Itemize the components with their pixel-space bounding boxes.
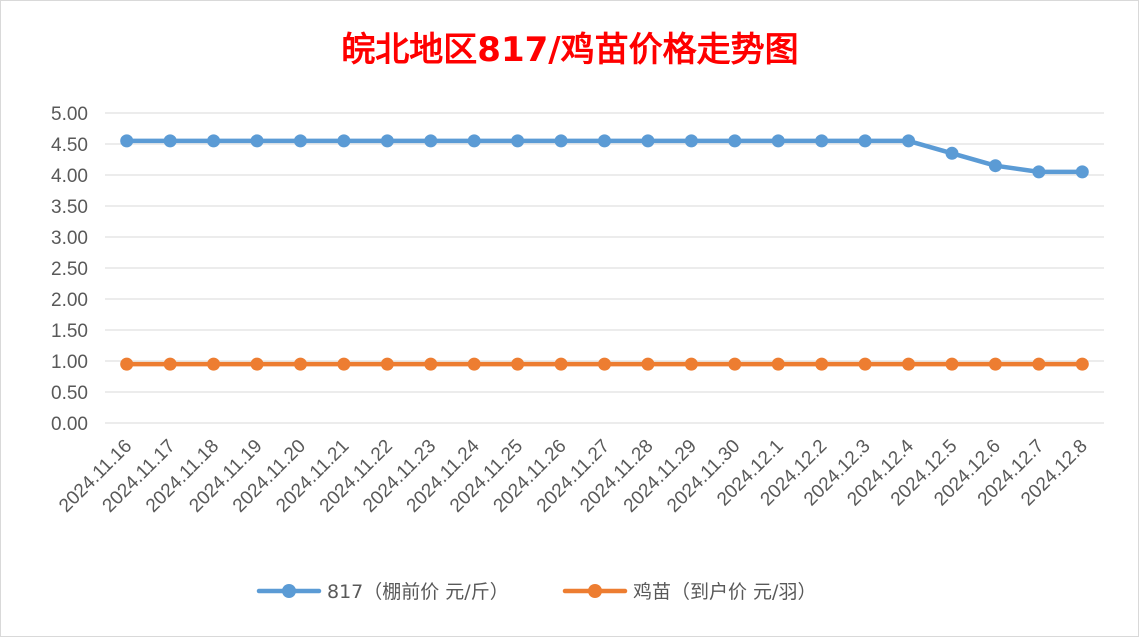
data-point bbox=[1075, 165, 1089, 179]
data-point bbox=[771, 357, 785, 371]
data-point bbox=[337, 134, 351, 148]
legend-marker bbox=[588, 584, 602, 598]
data-point bbox=[424, 357, 438, 371]
legend-item: 鸡苗（到户价 元/羽） bbox=[562, 581, 816, 603]
data-point bbox=[207, 357, 221, 371]
series-1 bbox=[120, 134, 1089, 179]
data-point bbox=[337, 357, 351, 371]
data-point bbox=[988, 357, 1002, 371]
data-point bbox=[467, 357, 481, 371]
data-point bbox=[511, 357, 525, 371]
y-tick-label: 4.00 bbox=[51, 166, 88, 187]
data-point bbox=[902, 134, 916, 148]
data-point bbox=[511, 134, 525, 148]
data-point bbox=[1032, 357, 1046, 371]
data-point bbox=[902, 357, 916, 371]
data-point bbox=[1032, 165, 1046, 179]
data-point bbox=[771, 134, 785, 148]
data-point bbox=[554, 357, 568, 371]
data-point bbox=[815, 357, 829, 371]
y-tick-label: 0.50 bbox=[51, 383, 88, 404]
gridlines bbox=[105, 112, 1104, 424]
data-point bbox=[293, 357, 307, 371]
series-group bbox=[120, 134, 1089, 371]
data-point bbox=[250, 357, 264, 371]
y-tick-label: 5.00 bbox=[51, 104, 88, 125]
legend-item: 817（棚前价 元/斤） bbox=[256, 581, 509, 603]
legend: 817（棚前价 元/斤） 鸡苗（到户价 元/羽） bbox=[256, 581, 816, 603]
data-point bbox=[380, 134, 394, 148]
data-point bbox=[684, 134, 698, 148]
data-point bbox=[120, 134, 134, 148]
data-point bbox=[684, 357, 698, 371]
data-point bbox=[988, 159, 1002, 173]
data-point bbox=[207, 134, 221, 148]
y-tick-label: 3.00 bbox=[51, 228, 88, 249]
y-tick-label: 3.50 bbox=[51, 197, 88, 218]
legend-label: 鸡苗（到户价 元/羽） bbox=[633, 581, 816, 603]
data-point bbox=[641, 357, 655, 371]
data-point bbox=[293, 134, 307, 148]
y-tick-label: 1.50 bbox=[51, 321, 88, 342]
y-tick-label: 0.00 bbox=[51, 414, 88, 435]
y-tick-label: 1.00 bbox=[51, 352, 88, 373]
data-point bbox=[424, 134, 438, 148]
series-2 bbox=[120, 357, 1089, 371]
data-point bbox=[815, 134, 829, 148]
data-point bbox=[598, 357, 611, 371]
y-tick-label: 4.50 bbox=[51, 135, 88, 156]
data-point bbox=[858, 134, 872, 148]
data-point bbox=[163, 357, 177, 371]
legend-label: 817（棚前价 元/斤） bbox=[327, 581, 509, 603]
data-point bbox=[467, 134, 481, 148]
data-point bbox=[641, 134, 655, 148]
x-axis-ticks: 2024.11.162024.11.172024.11.182024.11.19… bbox=[55, 435, 1092, 516]
y-tick-label: 2.50 bbox=[51, 259, 88, 280]
data-point bbox=[858, 357, 872, 371]
data-point bbox=[250, 134, 264, 148]
data-point bbox=[728, 357, 742, 371]
data-point bbox=[554, 134, 568, 148]
chart-title: 皖北地区817/鸡苗价格走势图 bbox=[341, 30, 798, 70]
data-point bbox=[945, 357, 959, 371]
data-point bbox=[945, 146, 959, 160]
y-axis-ticks: 0.00 0.50 1.00 1.50 2.00 2.50 3.00 3.50 4.00 4.50… bbox=[51, 104, 88, 435]
y-tick-label: 2.00 bbox=[51, 290, 88, 311]
data-point bbox=[120, 357, 134, 371]
legend-marker bbox=[282, 584, 296, 598]
data-point bbox=[163, 134, 177, 148]
data-point bbox=[380, 357, 394, 371]
data-point bbox=[598, 134, 611, 148]
data-point bbox=[728, 134, 742, 148]
data-point bbox=[1075, 357, 1089, 371]
